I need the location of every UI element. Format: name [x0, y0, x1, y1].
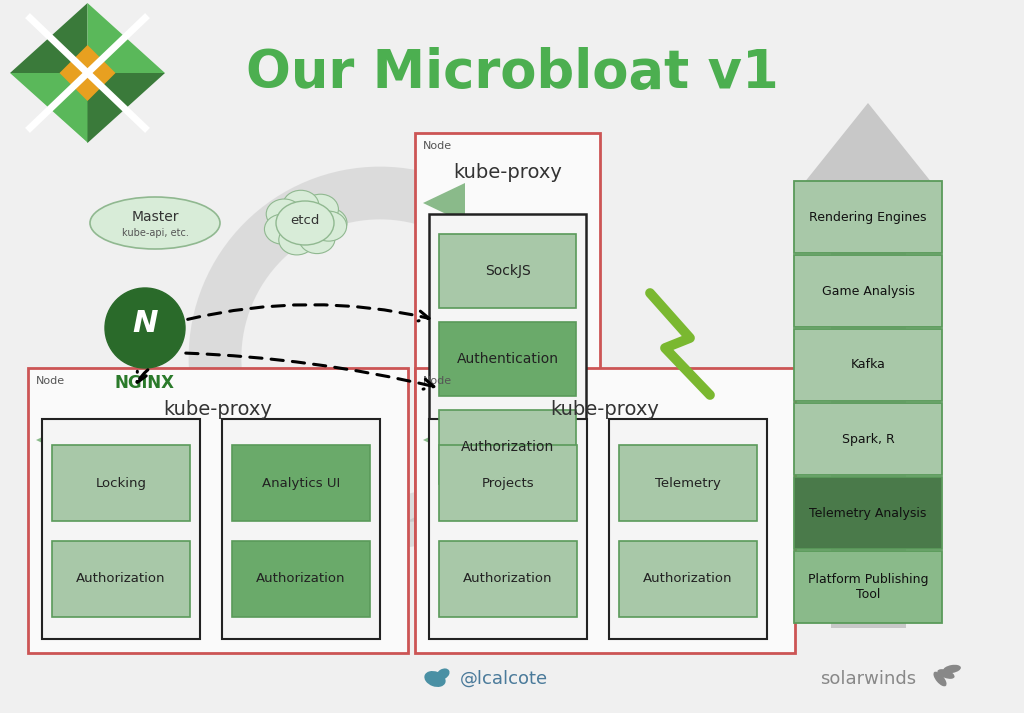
Bar: [831, 193, 906, 628]
Text: NGiNX: NGiNX: [115, 374, 175, 392]
Bar: [42, 419, 200, 639]
Ellipse shape: [279, 225, 314, 255]
Bar: [439, 445, 577, 521]
Polygon shape: [423, 183, 465, 223]
Bar: [52, 445, 190, 521]
Ellipse shape: [276, 201, 334, 245]
Bar: [794, 477, 942, 549]
Ellipse shape: [283, 190, 318, 220]
Polygon shape: [59, 45, 116, 101]
Text: Authorization: Authorization: [256, 573, 346, 585]
Bar: [429, 419, 587, 639]
Bar: [794, 551, 942, 623]
Ellipse shape: [937, 669, 954, 679]
Text: Authorization: Authorization: [461, 440, 554, 454]
Ellipse shape: [934, 672, 946, 687]
Text: Authorization: Authorization: [463, 573, 553, 585]
Bar: [618, 541, 757, 617]
Polygon shape: [10, 73, 87, 143]
Polygon shape: [796, 103, 940, 193]
Text: Projects: Projects: [481, 476, 535, 490]
Text: etcd: etcd: [291, 215, 319, 227]
Bar: [232, 541, 370, 617]
Polygon shape: [406, 505, 442, 522]
Text: kube-api, etc.: kube-api, etc.: [122, 228, 188, 238]
Ellipse shape: [266, 199, 302, 229]
Text: Node: Node: [36, 376, 66, 386]
Ellipse shape: [310, 211, 347, 241]
Text: kube-proxy: kube-proxy: [164, 400, 272, 419]
Bar: [439, 541, 577, 617]
Text: Platform Publishing
Tool: Platform Publishing Tool: [808, 573, 928, 601]
Ellipse shape: [436, 668, 450, 679]
Polygon shape: [87, 3, 165, 73]
Bar: [52, 541, 190, 617]
Polygon shape: [36, 420, 78, 460]
Text: Master: Master: [131, 210, 179, 224]
Text: Rendering Engines: Rendering Engines: [809, 210, 927, 223]
Text: SockJS: SockJS: [484, 264, 530, 278]
Bar: [415, 133, 600, 548]
Ellipse shape: [424, 671, 445, 687]
Ellipse shape: [299, 224, 335, 254]
Text: Locking: Locking: [95, 476, 146, 490]
Text: @lcalcote: @lcalcote: [460, 670, 548, 688]
Text: Kafka: Kafka: [851, 359, 886, 371]
Polygon shape: [87, 73, 165, 143]
Bar: [609, 419, 767, 639]
Bar: [415, 368, 795, 653]
Polygon shape: [423, 420, 465, 460]
Text: Node: Node: [423, 376, 453, 386]
Text: kube-proxy: kube-proxy: [551, 400, 659, 419]
Text: solarwinds: solarwinds: [820, 670, 916, 688]
Text: Authentication: Authentication: [457, 352, 558, 366]
Text: Telemetry Analysis: Telemetry Analysis: [809, 506, 927, 520]
Text: Analytics UI: Analytics UI: [262, 476, 340, 490]
Text: Telemetry: Telemetry: [655, 476, 721, 490]
Ellipse shape: [302, 194, 338, 224]
Bar: [439, 322, 575, 396]
Polygon shape: [10, 3, 165, 143]
Text: Authorization: Authorization: [643, 573, 733, 585]
Ellipse shape: [264, 214, 300, 244]
Text: Authorization: Authorization: [76, 573, 166, 585]
Text: Node: Node: [423, 141, 453, 151]
Text: Spark, R: Spark, R: [842, 433, 894, 446]
Bar: [28, 368, 408, 653]
Bar: [232, 445, 370, 521]
Text: Game Analysis: Game Analysis: [821, 284, 914, 297]
Ellipse shape: [311, 208, 347, 238]
Ellipse shape: [90, 197, 220, 249]
Bar: [439, 410, 575, 484]
Text: kube-proxy: kube-proxy: [453, 163, 562, 182]
Ellipse shape: [943, 665, 961, 673]
Bar: [794, 329, 942, 401]
Text: Our Microbloat v1: Our Microbloat v1: [246, 47, 778, 99]
Bar: [794, 255, 942, 327]
Bar: [439, 234, 575, 308]
Circle shape: [105, 288, 185, 368]
Bar: [794, 181, 942, 253]
Bar: [429, 214, 586, 534]
Bar: [618, 445, 757, 521]
Polygon shape: [10, 3, 87, 73]
Bar: [222, 419, 380, 639]
Text: N: N: [132, 309, 158, 339]
Bar: [794, 403, 942, 475]
